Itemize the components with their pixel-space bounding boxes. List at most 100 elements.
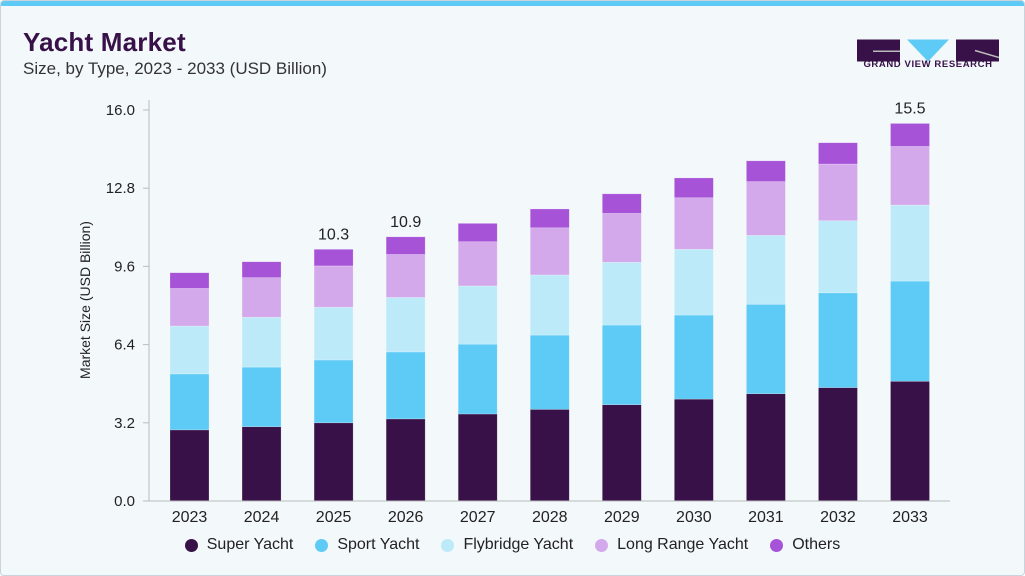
bar-segment-flybridge-yacht [529, 274, 570, 336]
bar-segment-super-yacht [601, 404, 642, 502]
x-tick-label: 2025 [316, 509, 352, 526]
bar-segment-super-yacht [818, 387, 858, 502]
bar-segment-long-range-yacht [313, 265, 354, 308]
legend-label: Long Range Yacht [617, 536, 749, 553]
x-tick-label: 2023 [172, 509, 208, 526]
legend-swatch-icon [315, 538, 329, 552]
bar-segment-sport-yacht [241, 366, 282, 428]
bar-segment-super-yacht [385, 418, 426, 502]
x-tick-label: 2031 [748, 509, 784, 526]
bar-segment-long-range-yacht [241, 277, 282, 318]
bar-segment-flybridge-yacht [313, 306, 354, 361]
bar-segment-flybridge-yacht [241, 316, 282, 368]
bar-segment-long-range-yacht [746, 181, 786, 236]
legend: Super Yacht Sport Yacht Flybridge Yacht Lon… [0, 536, 1025, 554]
legend-label: Sport Yacht [337, 536, 420, 553]
bar-segment-others [241, 261, 282, 278]
y-axis: 0.0 3.2 6.4 9.6 12.8 16.0 [106, 100, 150, 510]
bar-segment-super-yacht [169, 429, 210, 502]
bar-segment-flybridge-yacht [746, 235, 786, 305]
x-tick-label: 2027 [460, 509, 496, 526]
legend-item: Long Range Yacht [595, 536, 748, 554]
accent-bar [1, 1, 1024, 6]
bar-segment-others [746, 160, 786, 182]
bar-segment-super-yacht [241, 426, 282, 502]
bar-segment-sport-yacht [169, 373, 210, 431]
bar-segment-flybridge-yacht [818, 220, 858, 294]
bar-segment-sport-yacht [313, 359, 354, 424]
bar-segment-others [169, 272, 210, 289]
y-tick-label: 6.4 [114, 337, 135, 354]
bars: 10.3 10.9 15.5 [169, 100, 930, 502]
legend-label: Others [792, 536, 841, 553]
bar-segment-flybridge-yacht [890, 204, 930, 282]
bar-segment-flybridge-yacht [385, 297, 426, 353]
data-label: 10.9 [390, 214, 421, 231]
data-label: 15.5 [894, 100, 925, 117]
bar-segment-long-range-yacht [601, 213, 642, 263]
bar-segment-others [674, 177, 714, 199]
grand-view-research-logo [857, 39, 999, 62]
bar-segment-flybridge-yacht [601, 261, 642, 326]
y-tick-label: 9.6 [114, 258, 135, 275]
bar-segment-others [601, 193, 642, 214]
bar-segment-sport-yacht [746, 303, 786, 395]
bar-segment-others [313, 248, 354, 267]
bar-segment-sport-yacht [890, 280, 930, 382]
bar-segment-long-range-yacht [890, 146, 930, 206]
bar-segment-others [457, 223, 498, 243]
bar-segment-super-yacht [529, 409, 570, 502]
bar-segment-sport-yacht [457, 343, 498, 415]
y-axis-title: Market Size (USD Billion) [77, 221, 93, 379]
bar-segment-others [818, 142, 858, 165]
bar-segment-flybridge-yacht [169, 325, 210, 375]
bar-segment-sport-yacht [529, 334, 570, 410]
bar-segment-sport-yacht [385, 351, 426, 420]
y-tick-label: 3.2 [114, 415, 135, 432]
bar-segment-long-range-yacht [169, 288, 210, 327]
x-tick-label: 2029 [604, 509, 640, 526]
legend-label: Flybridge Yacht [463, 536, 574, 553]
bar-segment-super-yacht [313, 422, 354, 502]
bar-segment-super-yacht [674, 398, 714, 502]
bar-segment-long-range-yacht [674, 197, 714, 250]
x-tick-label: 2032 [820, 509, 856, 526]
x-tick-label: 2030 [676, 509, 712, 526]
legend-swatch-icon [770, 538, 784, 552]
bar-segment-others [529, 208, 570, 229]
legend-item: Others [770, 536, 840, 554]
legend-swatch-icon [595, 538, 609, 552]
bar-segment-flybridge-yacht [457, 285, 498, 345]
chart-subtitle: Size, by Type, 2023 - 2033 (USD Billion) [23, 59, 327, 78]
y-tick-label: 0.0 [114, 493, 135, 510]
bar-segment-super-yacht [457, 413, 498, 502]
logo-text: GRAND VIEW RESEARCH [863, 59, 993, 70]
legend-item: Sport Yacht [315, 536, 419, 554]
x-axis: 2023 2024 2025 2026 2027 2028 2029 2030 2031 2032… [149, 500, 950, 526]
bar-segment-sport-yacht [818, 292, 858, 388]
bar-segment-long-range-yacht [385, 254, 426, 298]
x-tick-label: 2024 [244, 509, 280, 526]
y-tick-label: 16.0 [106, 102, 135, 119]
y-tick-label: 12.8 [106, 180, 135, 197]
bar-segment-super-yacht [890, 380, 930, 502]
x-tick-label: 2026 [388, 509, 424, 526]
data-label: 10.3 [318, 226, 349, 243]
bar-segment-long-range-yacht [457, 241, 498, 287]
chart-title: Yacht Market [23, 27, 186, 57]
bar-segment-long-range-yacht [818, 163, 858, 222]
bar-segment-sport-yacht [601, 324, 642, 406]
bar-segment-others [890, 123, 930, 147]
legend-swatch-icon [184, 538, 198, 552]
legend-label: Super Yacht [206, 536, 294, 553]
legend-item: Super Yacht [184, 536, 294, 554]
bar-segment-super-yacht [746, 393, 786, 502]
bar-segment-long-range-yacht [529, 227, 570, 276]
x-tick-label: 2033 [892, 509, 928, 526]
legend-item: Flybridge Yacht [441, 536, 573, 554]
x-tick-label: 2028 [532, 509, 568, 526]
bar-segment-others [385, 236, 426, 255]
bar-segment-flybridge-yacht [674, 248, 714, 316]
bar-segment-sport-yacht [674, 314, 714, 400]
